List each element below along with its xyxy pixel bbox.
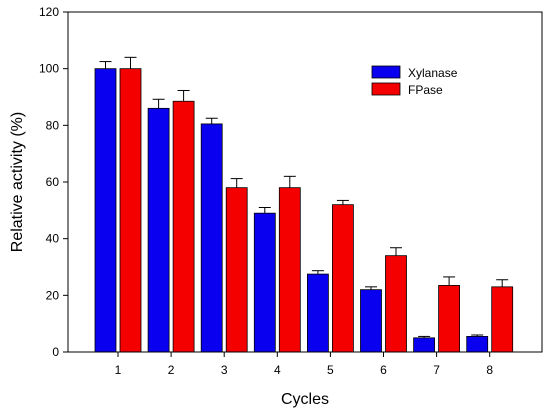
x-axis-title: Cycles — [281, 391, 329, 408]
x-tick-label-5: 5 — [327, 363, 334, 377]
error-bars-layer — [99, 56, 509, 338]
x-tick-label-4: 4 — [274, 363, 281, 377]
bar-fpase-5 — [331, 204, 354, 353]
bar-xylanase-7 — [413, 337, 436, 353]
x-tick-label-8: 8 — [486, 363, 493, 377]
y-tick-label-80: 80 — [46, 118, 60, 132]
y-tick-label-40: 40 — [46, 232, 60, 246]
legend-label-fpase: FPase — [408, 83, 443, 97]
bar-fpase-3 — [225, 187, 248, 353]
bar-fpase-8 — [491, 286, 514, 353]
y-tick-label-100: 100 — [39, 62, 59, 76]
bar-fpase-6 — [385, 255, 407, 353]
y-tick-label-20: 20 — [46, 288, 60, 302]
x-tick-label-2: 2 — [168, 363, 175, 377]
bar-xylanase-6 — [360, 289, 382, 353]
y-axis: 0 20 40 60 80 100 120 — [39, 5, 68, 359]
bar-fpase-7 — [438, 285, 461, 353]
bar-fpase-4 — [278, 187, 301, 353]
bars-layer — [94, 68, 514, 353]
y-axis-title: Relative activity (%) — [9, 112, 26, 252]
bar-xylanase-1 — [94, 68, 117, 353]
legend-swatch-xylanase — [371, 65, 401, 79]
bar-xylanase-8 — [466, 336, 489, 353]
x-tick-label-1: 1 — [115, 363, 122, 377]
x-tick-label-6: 6 — [380, 363, 387, 377]
x-tick-label-7: 7 — [433, 363, 440, 377]
bar-xylanase-2 — [147, 107, 170, 353]
x-tick-label-3: 3 — [221, 363, 228, 377]
bar-fpase-1 — [119, 68, 142, 353]
legend: Xylanase FPase — [371, 65, 458, 97]
bar-fpase-2 — [172, 100, 195, 353]
x-axis: 1 2 3 4 5 6 7 8 — [115, 352, 493, 377]
y-tick-label-120: 120 — [39, 5, 59, 19]
bar-xylanase-5 — [306, 273, 329, 353]
bar-xylanase-4 — [253, 212, 276, 353]
legend-swatch-fpase — [371, 82, 401, 96]
bar-xylanase-3 — [200, 123, 223, 353]
legend-label-xylanase: Xylanase — [408, 66, 458, 80]
y-tick-label-0: 0 — [52, 345, 59, 359]
y-tick-label-60: 60 — [46, 175, 60, 189]
